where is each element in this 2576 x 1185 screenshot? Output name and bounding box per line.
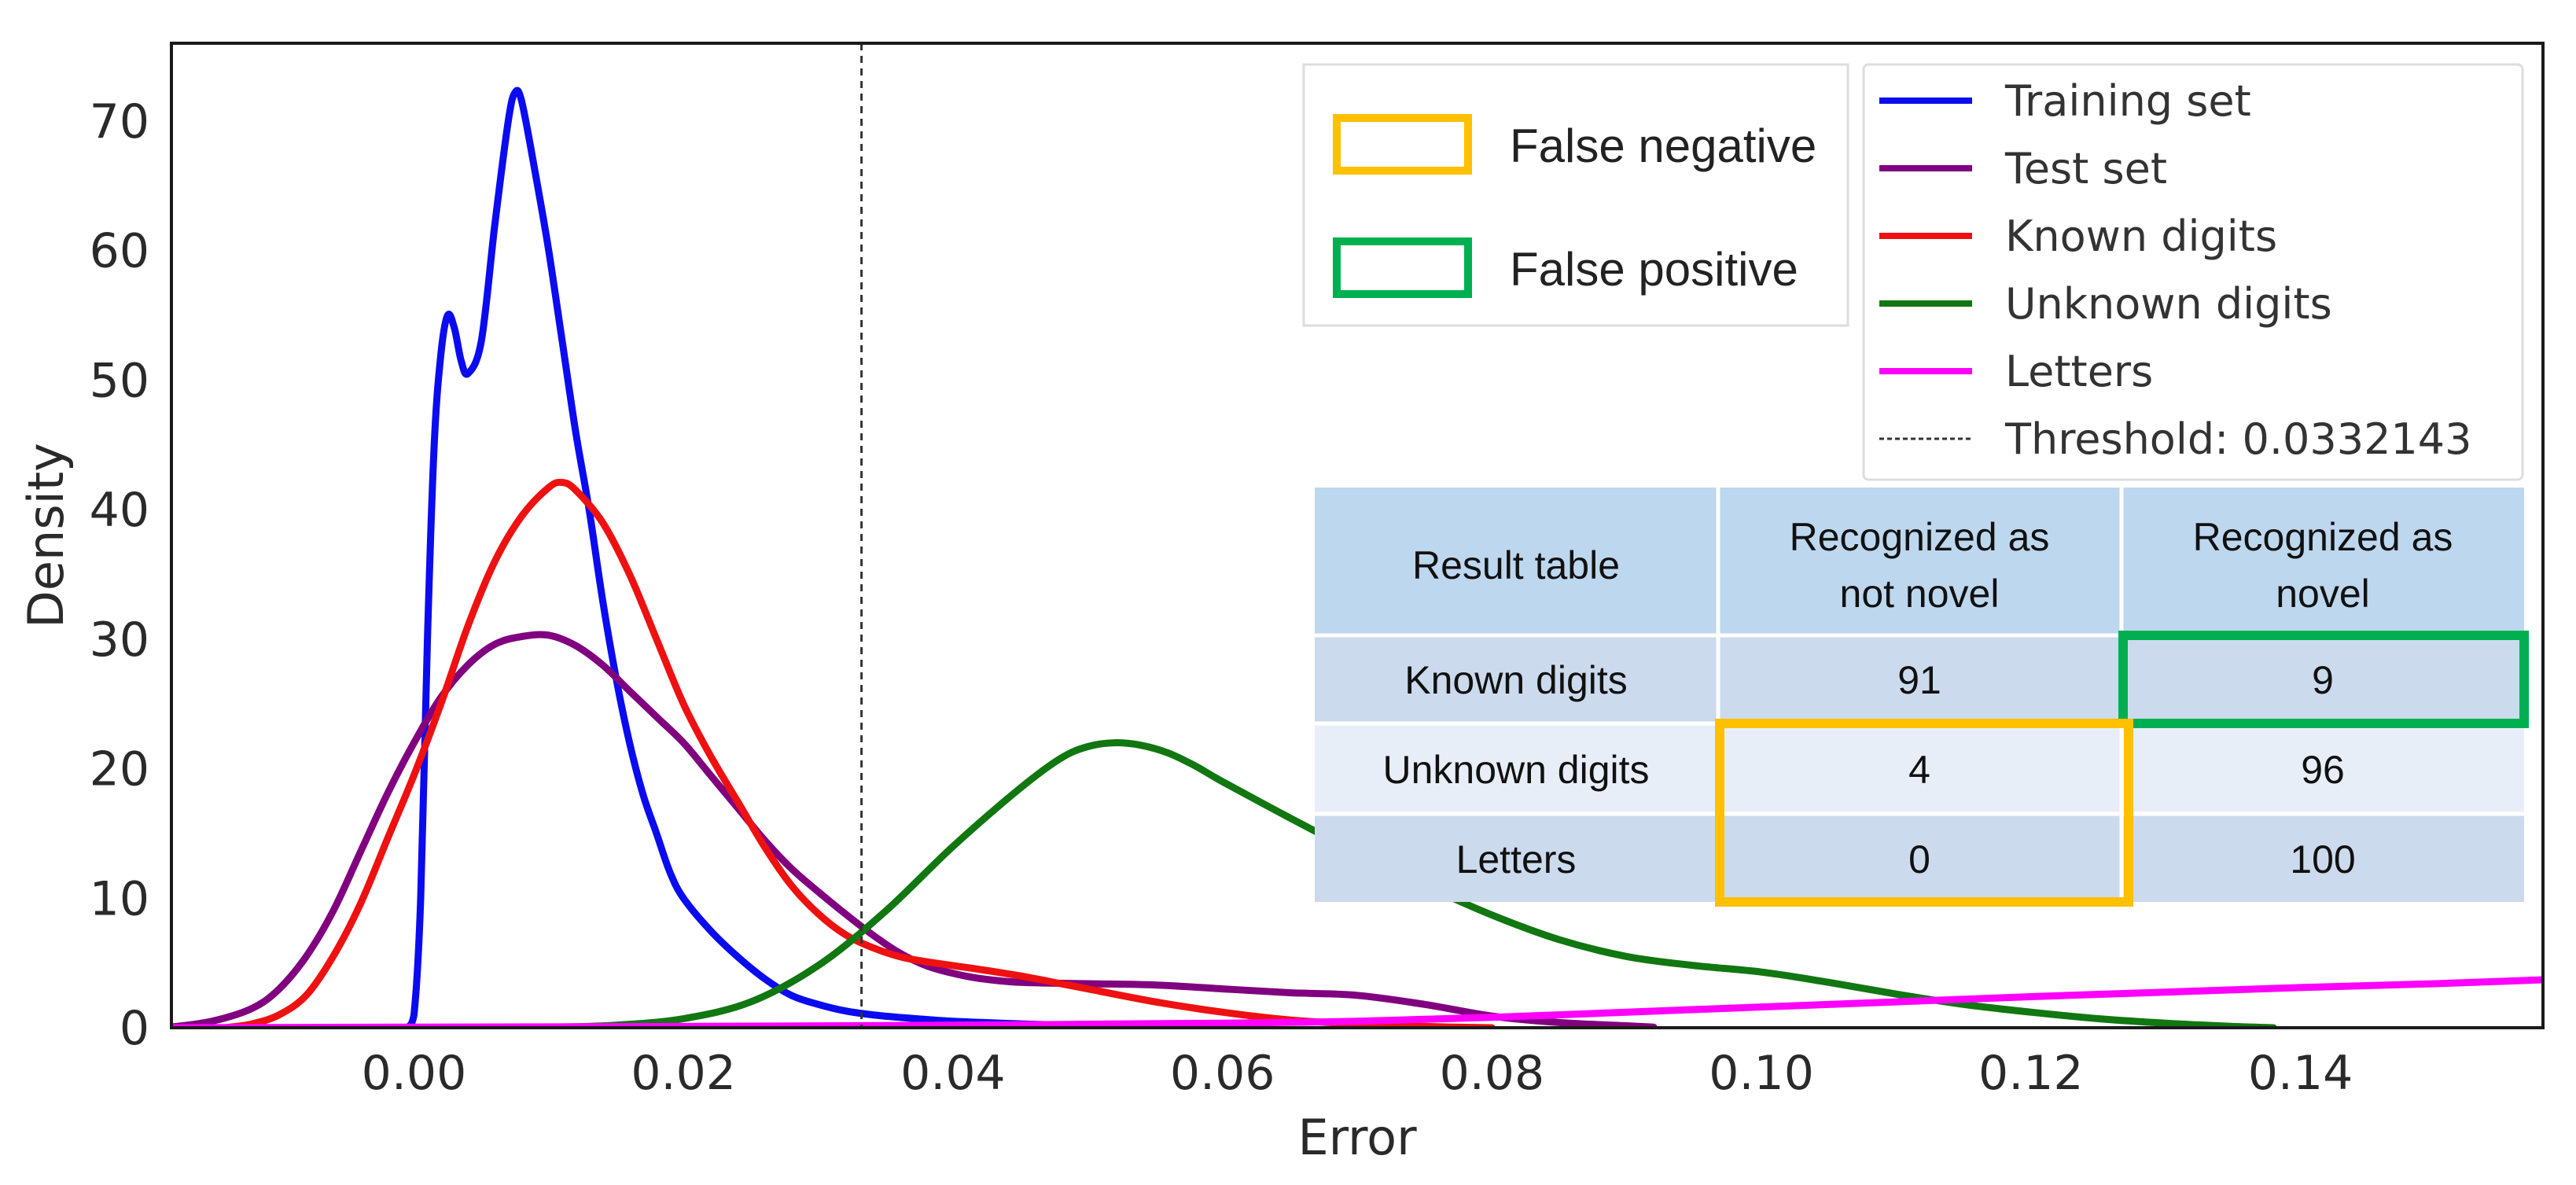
table-cell-novel: 96 — [2301, 748, 2345, 792]
false-negative-label: False negative — [1510, 120, 1816, 172]
y-tick-label: 0 — [120, 1001, 149, 1056]
legend-label-threshold-0-0332143: Threshold: 0.0332143 — [2004, 414, 2472, 464]
x-tick-label: 0.06 — [1170, 1046, 1275, 1101]
table-cell-not-novel: 91 — [1897, 658, 1941, 702]
x-tick-label: 0.00 — [362, 1046, 467, 1101]
false-positive-swatch — [1333, 237, 1472, 298]
y-tick-label: 30 — [90, 613, 149, 668]
plot-frame — [170, 42, 2545, 1029]
table-row-background — [1315, 814, 2524, 902]
y-axis-title: Density — [17, 443, 75, 628]
table-row-label: Unknown digits — [1382, 748, 1649, 792]
table-row-label: Letters — [1456, 837, 1577, 881]
x-axis-ticks: 0.00 0.02 0.04 0.06 0.08 0.10 0.12 0.14 — [362, 1046, 2353, 1101]
x-tick-label: 0.10 — [1709, 1046, 1814, 1101]
y-tick-label: 20 — [90, 742, 149, 797]
y-tick-label: 40 — [90, 483, 149, 538]
false-positive-highlight — [2118, 631, 2529, 728]
legend-label-unknown-digits: Unknown digits — [2005, 279, 2332, 329]
x-axis-title: Error — [1297, 1109, 1417, 1166]
table-row-background — [1315, 723, 2524, 814]
x-tick-label: 0.04 — [900, 1046, 1006, 1101]
table-header-novel-line2: novel — [2276, 572, 2370, 616]
series-line-training-set — [403, 86, 1227, 1028]
table-cell-not-novel: 0 — [1908, 837, 1930, 881]
legend-label-known-digits: Known digits — [2005, 212, 2277, 261]
table-corner-cell: Result table — [1412, 543, 1620, 587]
y-tick-label: 10 — [90, 871, 149, 926]
table-cell-novel: 9 — [2312, 658, 2334, 702]
series-line-known-digits — [222, 478, 1496, 1028]
false-negative-highlight — [1715, 719, 2133, 907]
table-cell-not-novel: 4 — [1908, 748, 1930, 792]
false-positive-label: False positive — [1510, 243, 1798, 296]
x-tick-label: 0.12 — [1978, 1046, 2084, 1101]
table-header-novel-line1: Recognized as — [2193, 515, 2453, 559]
false-classification-legend-box — [1302, 63, 1849, 327]
plot-area — [171, 43, 2543, 1028]
x-tick-label: 0.02 — [631, 1046, 736, 1101]
y-tick-label: 70 — [90, 94, 149, 149]
table-header-background — [1315, 488, 2524, 635]
x-tick-label: 0.08 — [1440, 1046, 1545, 1101]
series-legend: Training set Test set Known digits Unknown … — [1862, 63, 2524, 481]
table-header-not-novel-line1: Recognized as — [1790, 515, 2050, 559]
x-tick-label: 0.14 — [2248, 1046, 2353, 1101]
legend-label-letters: Letters — [2005, 347, 2153, 396]
legend-label-training-set: Training set — [2004, 76, 2251, 126]
series-layer — [171, 86, 2543, 1028]
series-legend-box — [1862, 63, 2524, 481]
table-cell-novel: 100 — [2290, 837, 2355, 881]
false-negative-swatch — [1333, 114, 1472, 175]
y-tick-label: 50 — [90, 353, 149, 408]
table-row-label: Known digits — [1404, 658, 1628, 702]
y-axis-ticks: 0 10 20 30 40 50 60 70 — [90, 94, 149, 1056]
table-header-not-novel-line2: not novel — [1840, 572, 2000, 616]
legend-label-test-set: Test set — [2004, 144, 2167, 193]
result-table: Result table Recognized as not novel Rec… — [1315, 488, 2529, 907]
y-tick-label: 60 — [90, 224, 149, 279]
false-classification-legend: False negative False positive — [1302, 63, 1849, 327]
table-row-background — [1315, 635, 2524, 723]
